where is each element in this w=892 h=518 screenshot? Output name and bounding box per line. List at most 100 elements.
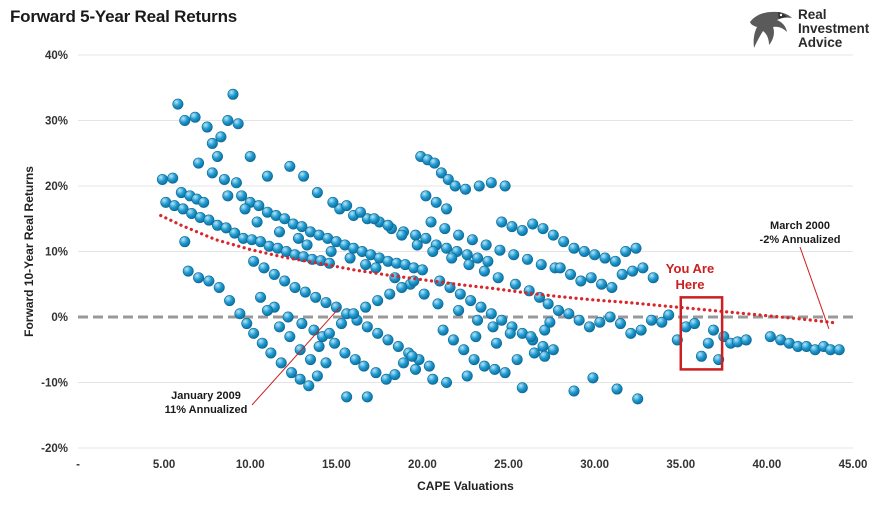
data-point [310,291,322,303]
data-point [370,367,382,379]
data-point [258,262,270,274]
data-point [489,363,501,375]
data-point [218,173,230,185]
data-point [410,363,422,375]
data-point [596,278,608,290]
data-point [303,380,315,392]
data-point [428,157,440,169]
data-point [360,259,372,271]
data-point [311,187,323,199]
data-point [645,314,657,326]
data-point [620,246,632,258]
y-tick-label: 10% [45,247,68,259]
annotation-line: -2% Annualized [760,234,841,246]
data-point [201,121,213,133]
data-point [368,213,380,225]
data-point [575,275,587,287]
data-point [459,183,471,195]
data-point [370,262,382,274]
data-point [296,221,308,233]
x-tick-label: 25.00 [494,459,523,471]
data-point [504,327,516,339]
data-point [382,334,394,346]
data-point [472,252,484,264]
data-point [361,321,373,333]
data-point [275,357,287,369]
data-point [248,327,260,339]
data-point [177,203,189,215]
data-point [441,203,453,215]
data-point [441,376,453,388]
data-point [470,331,482,343]
data-point [461,370,473,382]
data-point [289,282,301,294]
data-point [418,288,430,300]
annotation-leader-line [799,246,830,329]
highlight-box [679,296,724,371]
data-point [182,265,194,277]
data-point [573,314,585,326]
data-point [625,327,637,339]
data-point [492,272,504,284]
data-point [406,350,418,362]
data-point [294,373,306,385]
data-point [220,222,232,234]
data-point [241,318,253,330]
data-point [740,334,752,346]
y-tick-label: 30% [45,116,68,128]
data-point [635,324,647,336]
data-point [425,216,437,228]
data-point [339,347,351,359]
data-point [516,382,528,394]
data-point [265,347,277,359]
data-point [478,360,490,372]
data-point [496,216,508,228]
data-point [193,157,205,169]
data-point [273,226,285,238]
data-point [482,255,494,267]
data-point [558,236,570,248]
data-point [647,272,659,284]
data-point [392,340,404,352]
data-point [614,318,626,330]
data-point [416,264,428,276]
data-point [396,282,408,294]
data-point [509,278,521,290]
x-tick-label: 35.00 [666,459,695,471]
y-tick-label: 20% [45,181,68,193]
brand-line-2: Investment [798,21,870,36]
data-point [432,298,444,310]
data-point [282,311,294,323]
x-tick-label: 10.00 [236,459,265,471]
data-point [441,242,453,254]
data-point [446,252,458,264]
brand-logo-text: Real Investment Advice [798,8,869,50]
annotation-line: 11% Annualized [165,404,248,416]
data-point [255,291,267,303]
data-point [552,304,564,316]
data-point [234,308,246,320]
data-point [578,246,590,258]
data-point [304,354,316,366]
x-tick-label: 40.00 [752,459,781,471]
data-point [458,344,470,356]
data-point [702,337,714,349]
y-tick-label: -20% [41,443,68,455]
data-point [284,160,296,172]
data-point [420,190,432,202]
data-point [611,383,623,395]
data-point [583,321,595,333]
data-point [427,373,439,385]
data-point [609,255,621,267]
data-point [244,151,256,163]
data-point [251,216,263,228]
data-point [833,344,845,356]
data-point [764,331,776,343]
data-point [372,327,384,339]
data-point [427,246,439,258]
x-tick-label: 45.00 [839,459,868,471]
data-point [224,295,236,307]
data-point [156,173,168,185]
data-point [420,232,432,244]
data-point [663,309,675,321]
